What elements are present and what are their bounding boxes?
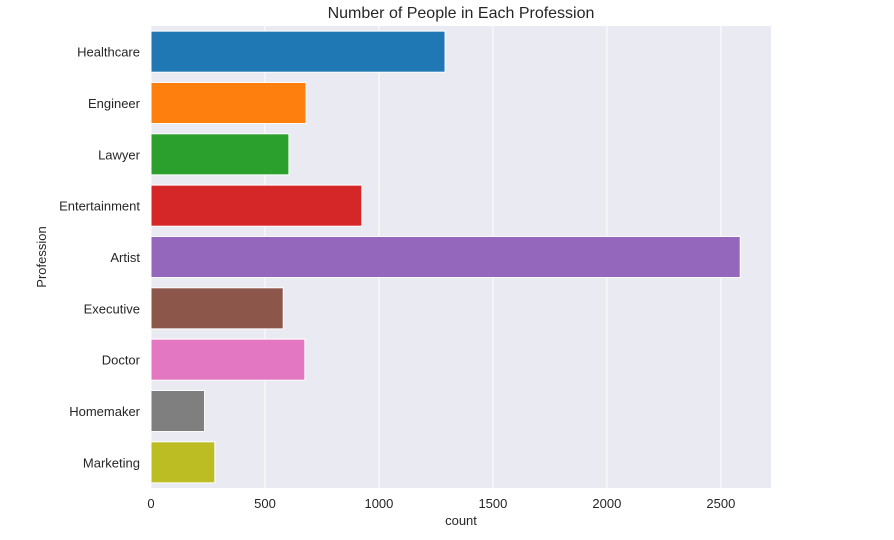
x-tick-label: 2000 — [592, 496, 621, 511]
bar-doctor — [150, 338, 306, 381]
bar-engineer — [150, 81, 307, 125]
bars — [150, 30, 741, 484]
x-tick-label: 1500 — [478, 496, 507, 511]
y-tick-label: Lawyer — [98, 147, 141, 162]
x-axis-label: count — [445, 513, 477, 528]
y-tick-labels: Healthcare Engineer Lawyer Entertainment Art… — [59, 45, 141, 471]
x-tick-labels: 0 500 1000 1500 2000 2500 — [147, 496, 735, 511]
x-tick-label: 2500 — [706, 496, 735, 511]
y-tick-label: Engineer — [88, 96, 141, 111]
x-tick-label: 0 — [147, 496, 154, 511]
chart-title: Number of People in Each Profession — [328, 5, 595, 22]
bar-homemaker — [150, 389, 206, 433]
y-axis-label: Profession — [34, 226, 49, 287]
y-tick-label: Healthcare — [77, 45, 140, 60]
bar-entertainment — [150, 184, 363, 227]
x-tick-label: 500 — [254, 496, 276, 511]
bar-marketing — [150, 441, 216, 484]
x-tick-label: 1000 — [364, 496, 393, 511]
y-tick-label: Entertainment — [59, 199, 140, 214]
bar-artist — [150, 235, 741, 279]
y-tick-label: Homemaker — [69, 404, 140, 419]
bar-lawyer — [150, 133, 290, 176]
y-tick-label: Executive — [84, 301, 140, 316]
y-tick-label: Doctor — [102, 353, 141, 368]
y-tick-label: Marketing — [83, 455, 140, 470]
bar-executive — [150, 287, 284, 330]
y-tick-label: Artist — [110, 250, 140, 265]
bar-healthcare — [150, 30, 446, 73]
